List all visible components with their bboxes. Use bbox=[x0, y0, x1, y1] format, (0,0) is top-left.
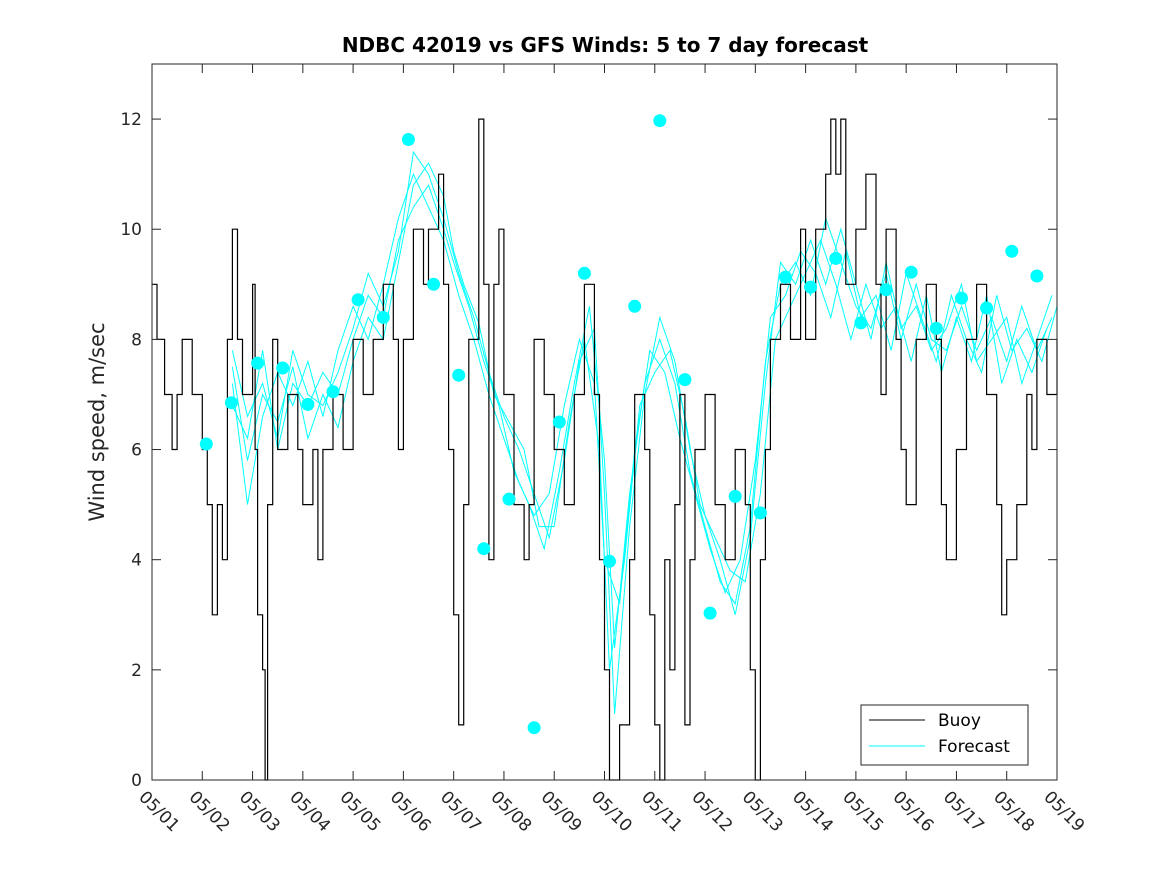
forecast-marker-26 bbox=[829, 251, 843, 265]
forecast-marker-32 bbox=[980, 301, 994, 315]
legend: Buoy Forecast bbox=[860, 704, 1029, 766]
x-tick-label: 05/16 bbox=[889, 787, 938, 836]
y-tick-label: 0 bbox=[131, 771, 142, 791]
x-tick-label: 05/09 bbox=[537, 787, 586, 836]
x-tick-label: 05/18 bbox=[989, 787, 1038, 836]
legend-label-forecast: Forecast bbox=[938, 737, 1010, 757]
x-tick-label: 05/11 bbox=[637, 787, 686, 836]
forecast-marker-20 bbox=[678, 373, 692, 387]
forecast-marker-33 bbox=[1005, 244, 1019, 258]
forecast-marker-34 bbox=[1030, 269, 1044, 283]
x-tick-label: 05/04 bbox=[285, 787, 334, 836]
legend-box bbox=[860, 704, 1029, 766]
x-tick-label: 05/05 bbox=[336, 787, 385, 836]
chart-title: NDBC 42019 vs GFS Winds: 5 to 7 day fore… bbox=[342, 33, 869, 57]
forecast-marker-1 bbox=[199, 437, 213, 451]
forecast-marker-29 bbox=[904, 265, 918, 279]
x-tick-label: 05/08 bbox=[486, 787, 535, 836]
plot-area bbox=[151, 63, 1058, 781]
forecast-line-2 bbox=[231, 184, 1053, 648]
y-axis-label: Wind speed, m/sec bbox=[85, 322, 109, 521]
forecast-marker-24 bbox=[779, 270, 792, 284]
forecast-marker-25 bbox=[804, 280, 818, 294]
forecast-marker-8 bbox=[376, 310, 390, 324]
forecast-marker-11 bbox=[452, 368, 466, 382]
forecast-marker-31 bbox=[955, 291, 968, 305]
forecast-marker-4 bbox=[276, 361, 290, 375]
y-tick-label: 12 bbox=[120, 110, 142, 130]
forecast-marker-21 bbox=[703, 606, 717, 620]
y-tick-label: 6 bbox=[131, 441, 142, 461]
x-tick-label: 05/13 bbox=[738, 787, 787, 836]
forecast-marker-6 bbox=[326, 385, 340, 399]
forecast-marker-28 bbox=[879, 283, 893, 297]
forecast-marker-17 bbox=[603, 554, 616, 568]
forecast-marker-12 bbox=[477, 542, 491, 556]
y-tick-label: 10 bbox=[120, 220, 142, 240]
forecast-marker-7 bbox=[351, 293, 365, 307]
forecast-marker-16 bbox=[577, 266, 591, 280]
x-tick-label: 05/07 bbox=[436, 787, 485, 836]
x-tick-label: 05/19 bbox=[1039, 787, 1088, 836]
forecast-marker-19 bbox=[653, 114, 667, 128]
legend-label-buoy: Buoy bbox=[938, 711, 981, 731]
x-tick-label: 05/01 bbox=[134, 787, 183, 836]
forecast-lines bbox=[231, 150, 1058, 714]
y-tick-label: 8 bbox=[131, 330, 142, 350]
x-tick-label: 05/12 bbox=[688, 787, 737, 836]
x-tick-label: 05/06 bbox=[386, 787, 435, 836]
forecast-marker-23 bbox=[753, 506, 767, 520]
forecast-line-1 bbox=[231, 162, 1048, 670]
forecast-marker-9 bbox=[401, 133, 415, 146]
forecast-line-4 bbox=[231, 150, 1053, 714]
forecast-marker-15 bbox=[552, 415, 566, 429]
forecast-marker-14 bbox=[527, 721, 541, 735]
y-axis: 0 2 4 6 8 10 12 bbox=[120, 110, 1057, 791]
forecast-marker-2 bbox=[224, 396, 238, 410]
x-tick-label: 05/03 bbox=[235, 787, 284, 836]
forecast-marker-5 bbox=[301, 397, 315, 411]
x-tick-label: 05/15 bbox=[838, 787, 887, 836]
y-tick-label: 4 bbox=[131, 551, 142, 571]
forecast-marker-18 bbox=[628, 299, 642, 313]
x-tick-label: 05/17 bbox=[939, 787, 988, 836]
y-tick-label: 2 bbox=[131, 661, 142, 681]
forecast-marker-22 bbox=[728, 489, 742, 503]
forecast-markers bbox=[199, 114, 1044, 735]
forecast-line-3 bbox=[231, 172, 1058, 604]
x-tick-label: 05/10 bbox=[587, 787, 636, 836]
forecast-marker-27 bbox=[854, 316, 868, 330]
x-tick-label: 05/14 bbox=[788, 787, 837, 836]
x-tick-label: 05/02 bbox=[185, 787, 234, 836]
forecast-marker-13 bbox=[502, 492, 516, 506]
forecast-marker-10 bbox=[427, 277, 441, 291]
forecast-marker-3 bbox=[251, 356, 265, 370]
forecast-marker-30 bbox=[929, 321, 943, 335]
